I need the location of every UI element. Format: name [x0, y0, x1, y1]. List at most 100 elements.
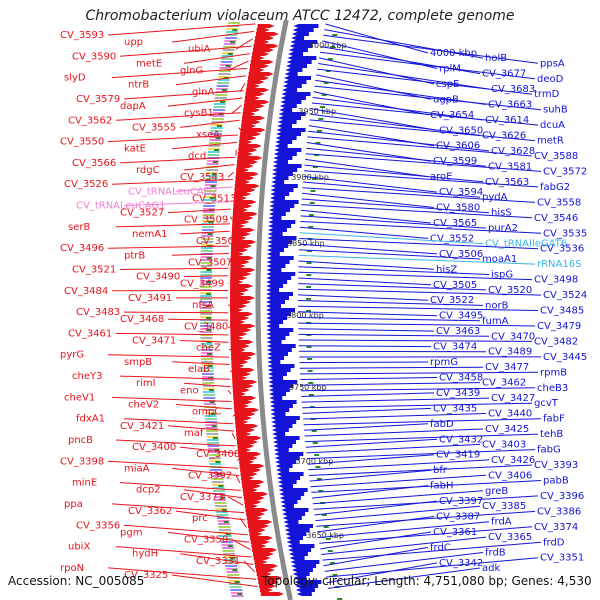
gene-arrow-right [266, 272, 296, 276]
gene-label-right: tehB [540, 429, 563, 440]
leader-line-left [183, 164, 235, 171]
feature-strip [200, 325, 213, 327]
gene-arrow-right [282, 516, 302, 520]
feature-strip [226, 31, 239, 33]
gene-label-right: frdB [485, 548, 506, 559]
gene-label-left: CV_3521 [72, 265, 116, 276]
feature-strip [213, 103, 226, 105]
leader-line-left [229, 238, 245, 242]
gene-label-right: CV_3439 [436, 388, 480, 399]
gene-arrow-left [230, 276, 248, 280]
leader-line-right [323, 34, 539, 64]
feature-strip [228, 580, 241, 582]
gene-arrow-right [269, 404, 293, 408]
leader-line-right [305, 153, 542, 172]
gene-arrow-left [231, 364, 245, 368]
leader-line-left [107, 23, 256, 36]
gene-label-right: CV_3361 [433, 527, 477, 538]
gene-label-left: eno [180, 385, 199, 396]
gene-label-left: CV_3421 [120, 421, 164, 432]
leader-line-right [299, 361, 429, 364]
gene-arrow-left [255, 36, 275, 40]
gene-arrow-right [273, 448, 289, 452]
gene-label-left: dcd [188, 151, 206, 162]
feature-strip [224, 562, 237, 564]
gene-arrow-left [231, 248, 248, 252]
gene-arrow-right [270, 192, 290, 196]
leader-line-right [299, 238, 539, 250]
gene-label-left: cheZ [196, 343, 221, 354]
gene-arrow-right [267, 368, 291, 372]
leader-line-left [115, 439, 236, 447]
gene-arrow-left [252, 52, 270, 56]
gene-label-left: cheY3 [72, 371, 102, 382]
feature-strip [227, 574, 240, 576]
leader-line-left [115, 112, 241, 121]
gene-arrow-right [267, 244, 289, 248]
leader-line-left [243, 560, 255, 573]
gene-arrow-right [269, 196, 285, 200]
gene-label-right: fabG [537, 445, 561, 456]
gene-arrow-right [266, 260, 290, 264]
leader-line-right [316, 74, 432, 100]
leader-line-left [171, 30, 255, 43]
gene-arrow-right [266, 344, 296, 348]
gene-arrow-left [245, 508, 269, 512]
feature-strip [215, 505, 228, 507]
gene-arrow-left [244, 500, 262, 504]
gene-arrow-left [240, 132, 262, 136]
gene-arrow-left [257, 576, 283, 580]
gene-label-right: cheB3 [537, 383, 568, 394]
feature-strip [230, 592, 243, 594]
gene-arrow-right [273, 444, 293, 448]
gene-arrow-right [281, 92, 311, 96]
leader-line-left [119, 267, 229, 270]
gene-label-right: bfr [433, 465, 448, 476]
gene-arrow-left [232, 376, 248, 380]
gene-label-left: CV_3566 [72, 158, 116, 169]
leader-line-left [179, 340, 229, 343]
feature-strip [208, 145, 221, 147]
leader-line-right [299, 243, 438, 255]
gene-arrow-right [266, 324, 280, 328]
gene-label-left: metE [136, 58, 162, 69]
leader-line-right [303, 418, 542, 426]
gene-arrow-left [230, 284, 254, 288]
gene-label-right: CV_3435 [433, 403, 477, 414]
gene-arrow-right [266, 252, 280, 256]
feature-strip [221, 544, 234, 546]
gene-arrow-left [232, 216, 254, 220]
gene-arrow-right [267, 232, 283, 236]
topology-text: Topology: circular; Length: 4,751,080 bp… [262, 574, 592, 588]
leader-line-left [175, 510, 246, 521]
leader-line-right [316, 510, 536, 527]
gene-arrow-right [274, 144, 288, 148]
gene-arrow-right [266, 316, 288, 320]
gene-arrow-right [275, 136, 297, 140]
gene-arrow-right [292, 28, 314, 32]
leader-line-left [183, 489, 243, 499]
feature-strip [202, 217, 215, 219]
gene-arrow-left [236, 432, 252, 436]
leader-line-left [111, 179, 234, 185]
leader-line-left [123, 201, 232, 206]
gene-arrow-right [267, 372, 287, 376]
gene-arrow-left [252, 48, 274, 52]
leader-line-right [312, 485, 429, 499]
gene-arrow-left [259, 584, 277, 588]
gene-label-right: CV_3599 [433, 156, 477, 167]
leader-line-left [179, 446, 237, 454]
gene-arrow-right [280, 100, 302, 104]
gene-arrow-right [277, 476, 301, 480]
leader-line-right [305, 438, 438, 448]
leader-line-right [325, 557, 539, 578]
gene-label-right: rRNA16S [537, 259, 581, 270]
leader-line-right [300, 215, 487, 229]
gene-label-right: CV_3458 [439, 373, 483, 384]
gene-arrow-right [275, 460, 297, 464]
leader-line-right [309, 119, 536, 142]
gene-label-right: CV_3426 [491, 455, 535, 466]
gene-label-left: CV_3468 [120, 314, 164, 325]
gene-arrow-right [295, 584, 319, 588]
leader-line-right [305, 433, 539, 443]
